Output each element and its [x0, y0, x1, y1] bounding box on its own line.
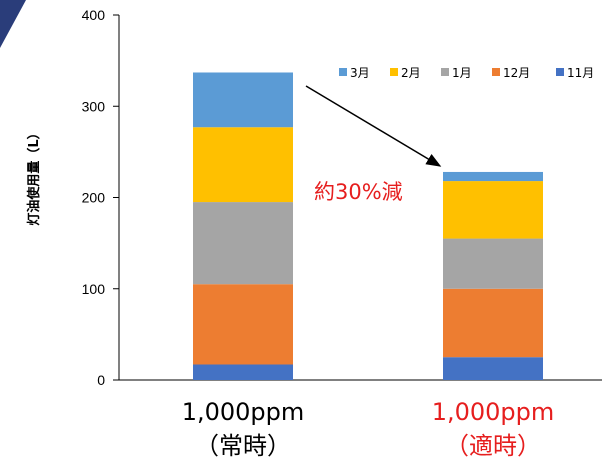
legend-swatch: [556, 68, 564, 76]
category-sublabel: （適時）: [445, 432, 541, 460]
legend-label: 3月: [350, 66, 370, 80]
legend-swatch: [339, 68, 347, 76]
bar-segment: [193, 127, 293, 203]
y-ticks: 0 100 200 300 400: [82, 7, 119, 388]
category-sublabel: （常時）: [195, 432, 291, 460]
bar-segment: [443, 238, 543, 289]
bars: [193, 72, 543, 380]
bar-segment: [193, 364, 293, 380]
bar-segment: [443, 288, 543, 358]
bar-segment: [443, 171, 543, 182]
reduction-annotation: 約30%減: [314, 180, 403, 204]
bar-segment: [193, 72, 293, 128]
legend-swatch: [390, 68, 398, 76]
y-tick-label: 0: [97, 372, 105, 388]
legend-label: 1月: [452, 66, 472, 80]
y-axis-title: 灯油使用量（L）: [26, 126, 42, 225]
y-tick-label: 300: [82, 98, 106, 114]
legend-swatch: [492, 68, 500, 76]
legend: 3月 2月 1月 12月 11月: [339, 66, 594, 80]
legend-label: 12月: [503, 66, 530, 80]
y-tick-label: 200: [82, 190, 106, 206]
category-label: 1,000ppm: [182, 398, 305, 426]
decorative-wedge: [0, 0, 26, 48]
reduction-arrow: [305, 85, 442, 167]
legend-swatch: [441, 68, 449, 76]
bar-segment: [443, 357, 543, 380]
legend-label: 2月: [401, 66, 421, 80]
bar-segment: [193, 202, 293, 285]
legend-label: 11月: [567, 66, 594, 80]
bar-segment: [193, 284, 293, 365]
category-labels: 1,000ppm （常時） 1,000ppm （適時）: [182, 398, 555, 460]
bar-segment: [443, 181, 543, 239]
y-tick-label: 400: [82, 7, 106, 23]
category-label: 1,000ppm: [432, 398, 555, 426]
y-tick-label: 100: [82, 281, 106, 297]
